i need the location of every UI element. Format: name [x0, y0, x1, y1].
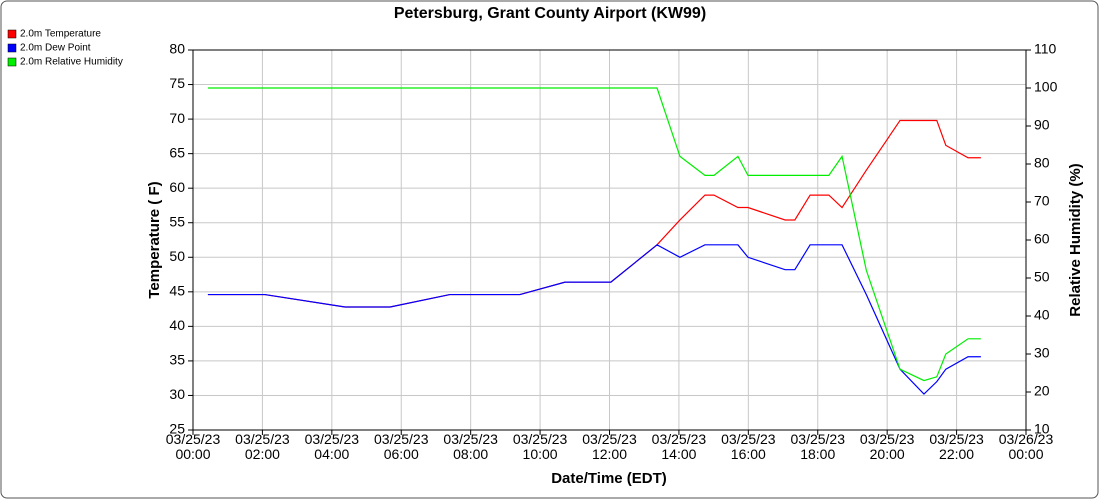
x-tick-label-line: 03/25/23 — [166, 431, 221, 447]
legend-label: 2.0m Relative Humidity — [20, 57, 123, 68]
x-tick-label-line: 03/26/23 — [999, 431, 1054, 447]
x-tick-label-line: 10:00 — [523, 446, 558, 462]
y2-tick-label: 50 — [1034, 269, 1050, 285]
y2-tick-label: 80 — [1034, 155, 1050, 171]
x-tick-label-line: 02:00 — [245, 446, 280, 462]
x-tick-label-line: 03/25/23 — [374, 431, 429, 447]
x-tick-label-line: 03/25/23 — [582, 431, 637, 447]
legend-label: 2.0m Temperature — [20, 29, 101, 40]
y-tick-label: 75 — [169, 75, 185, 91]
y-tick-label: 65 — [169, 144, 185, 160]
plot-border — [192, 49, 1027, 431]
series-line — [207, 244, 981, 395]
x-tick-label-line: 04:00 — [314, 446, 349, 462]
y-tick-label: 30 — [169, 386, 185, 402]
x-tick-label: 03/25/23 02:00 — [235, 431, 290, 462]
y2-tick-label: 100 — [1034, 79, 1058, 95]
y2-tick-label: 70 — [1034, 193, 1050, 209]
x-tick-label-line: 03/25/23 — [443, 431, 498, 447]
x-tick-label-line: 12:00 — [592, 446, 627, 462]
y-tick-label: 35 — [169, 352, 185, 368]
x-tick-label-line: 03/25/23 — [513, 431, 568, 447]
y2-tick-label: 110 — [1034, 41, 1057, 57]
series-line — [207, 87, 981, 382]
x-tick-label-line: 08:00 — [453, 446, 488, 462]
x-tick-label: 03/25/23 16:00 — [721, 431, 776, 462]
y-tick-label: 25 — [169, 421, 185, 437]
x-tick-label-line: 16:00 — [731, 446, 766, 462]
x-tick-label-line: 00:00 — [175, 446, 210, 462]
chart-title: Petersburg, Grant County Airport (KW99) — [394, 5, 706, 22]
y-tick-label: 50 — [169, 248, 185, 264]
x-tick-label-line: 22:00 — [939, 446, 974, 462]
x-tick-label: 03/25/23 18:00 — [791, 431, 846, 462]
x-tick-label-line: 06:00 — [384, 446, 419, 462]
x-tick-label-line: 00:00 — [1008, 446, 1043, 462]
x-tick-label: 03/25/23 22:00 — [929, 431, 984, 462]
y2-tick-label: 30 — [1034, 345, 1050, 361]
legend-swatch — [7, 57, 17, 67]
x-tick-label-line: 03/25/23 — [652, 431, 707, 447]
y2-tick-label: 20 — [1034, 383, 1050, 399]
x-tick-label-line: 18:00 — [800, 446, 835, 462]
y2-tick-label: 10 — [1034, 421, 1050, 437]
x-tick-label-line: 14:00 — [661, 446, 696, 462]
y-tick-label: 55 — [169, 213, 185, 229]
y2-tick-label: 40 — [1034, 307, 1050, 323]
x-tick-label-line: 03/25/23 — [860, 431, 915, 447]
x-tick-label-line: 03/25/23 — [791, 431, 846, 447]
x-tick-label-line: 20:00 — [870, 446, 905, 462]
x-tick-label: 03/25/23 12:00 — [582, 431, 637, 462]
x-tick-label: 03/25/23 14:00 — [652, 431, 707, 462]
x-tick-label: 03/26/23 00:00 — [999, 431, 1054, 462]
y2-tick-label: 60 — [1034, 231, 1050, 247]
x-tick-label: 03/25/23 20:00 — [860, 431, 915, 462]
legend-swatch — [7, 43, 17, 53]
x-axis-title: Date/Time (EDT) — [551, 470, 667, 487]
y-tick-label: 40 — [169, 317, 185, 333]
y2-tick-label: 90 — [1034, 117, 1050, 133]
x-tick-label: 03/25/23 04:00 — [305, 431, 360, 462]
x-tick-label: 03/25/23 10:00 — [513, 431, 568, 462]
legend-label: 2.0m Dew Point — [20, 43, 91, 54]
x-tick-label-line: 03/25/23 — [305, 431, 360, 447]
y-axis-title: Temperature ( F) — [146, 181, 163, 298]
x-tick-label-line: 03/25/23 — [235, 431, 290, 447]
x-tick-label-line: 03/25/23 — [929, 431, 984, 447]
y-tick-label: 45 — [169, 283, 185, 299]
legend-swatch — [7, 29, 17, 39]
y-tick-label: 70 — [169, 110, 185, 126]
y2-axis-title: Relative Humidity (%) — [1067, 163, 1084, 316]
y-tick-label: 80 — [169, 41, 185, 57]
x-tick-label-line: 03/25/23 — [721, 431, 776, 447]
x-tick-label: 03/25/23 08:00 — [443, 431, 498, 462]
x-tick-label: 03/25/23 00:00 — [166, 431, 221, 462]
y-tick-label: 60 — [169, 179, 185, 195]
x-tick-label: 03/25/23 06:00 — [374, 431, 429, 462]
